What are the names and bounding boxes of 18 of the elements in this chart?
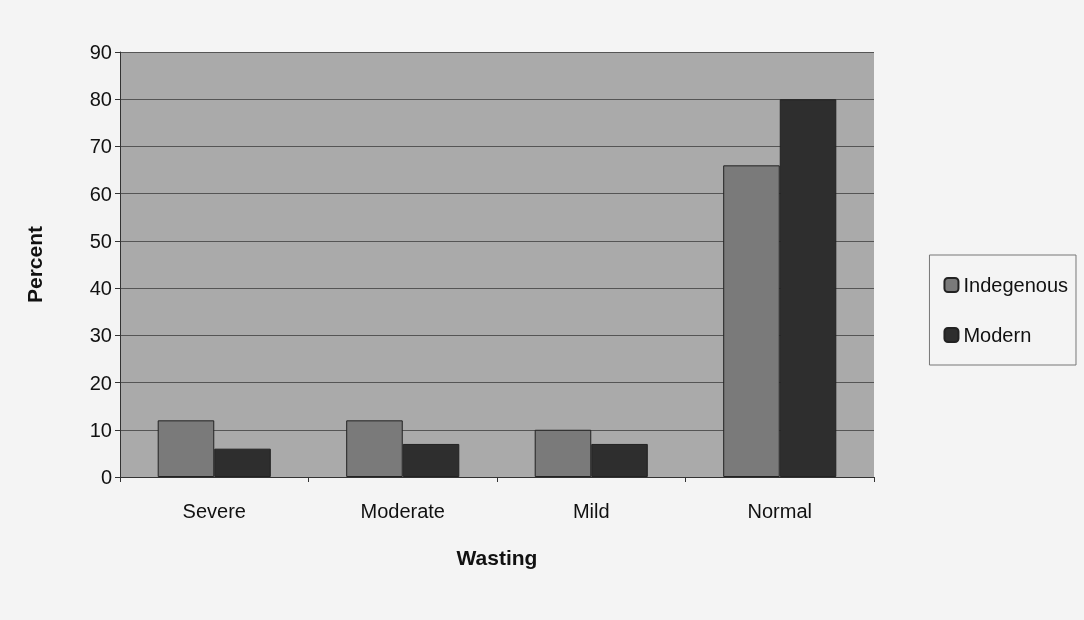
y-axis-title: Percent [23,225,46,304]
y-tick-label: 10 [89,418,112,441]
y-tick-label: 50 [89,229,112,252]
y-tick-label: 90 [89,41,112,63]
y-tick-label: 80 [89,88,112,111]
x-tick-label: Mild [572,500,610,522]
y-tick-label: 30 [89,324,112,347]
y-tick-label: 20 [89,371,112,394]
y-tick-label: 0 [100,466,112,488]
x-tick-label: Normal [747,500,812,522]
legend-label: Indegenous [963,274,1069,296]
legend-label: Modern [963,324,1032,346]
y-tick-label: 40 [89,277,112,300]
x-axis-title: Wasting [456,546,538,569]
x-tick-label: Moderate [360,500,445,522]
y-tick-label: 70 [89,135,112,158]
x-tick-label: Severe [182,500,246,522]
y-tick-label: 60 [89,182,112,205]
